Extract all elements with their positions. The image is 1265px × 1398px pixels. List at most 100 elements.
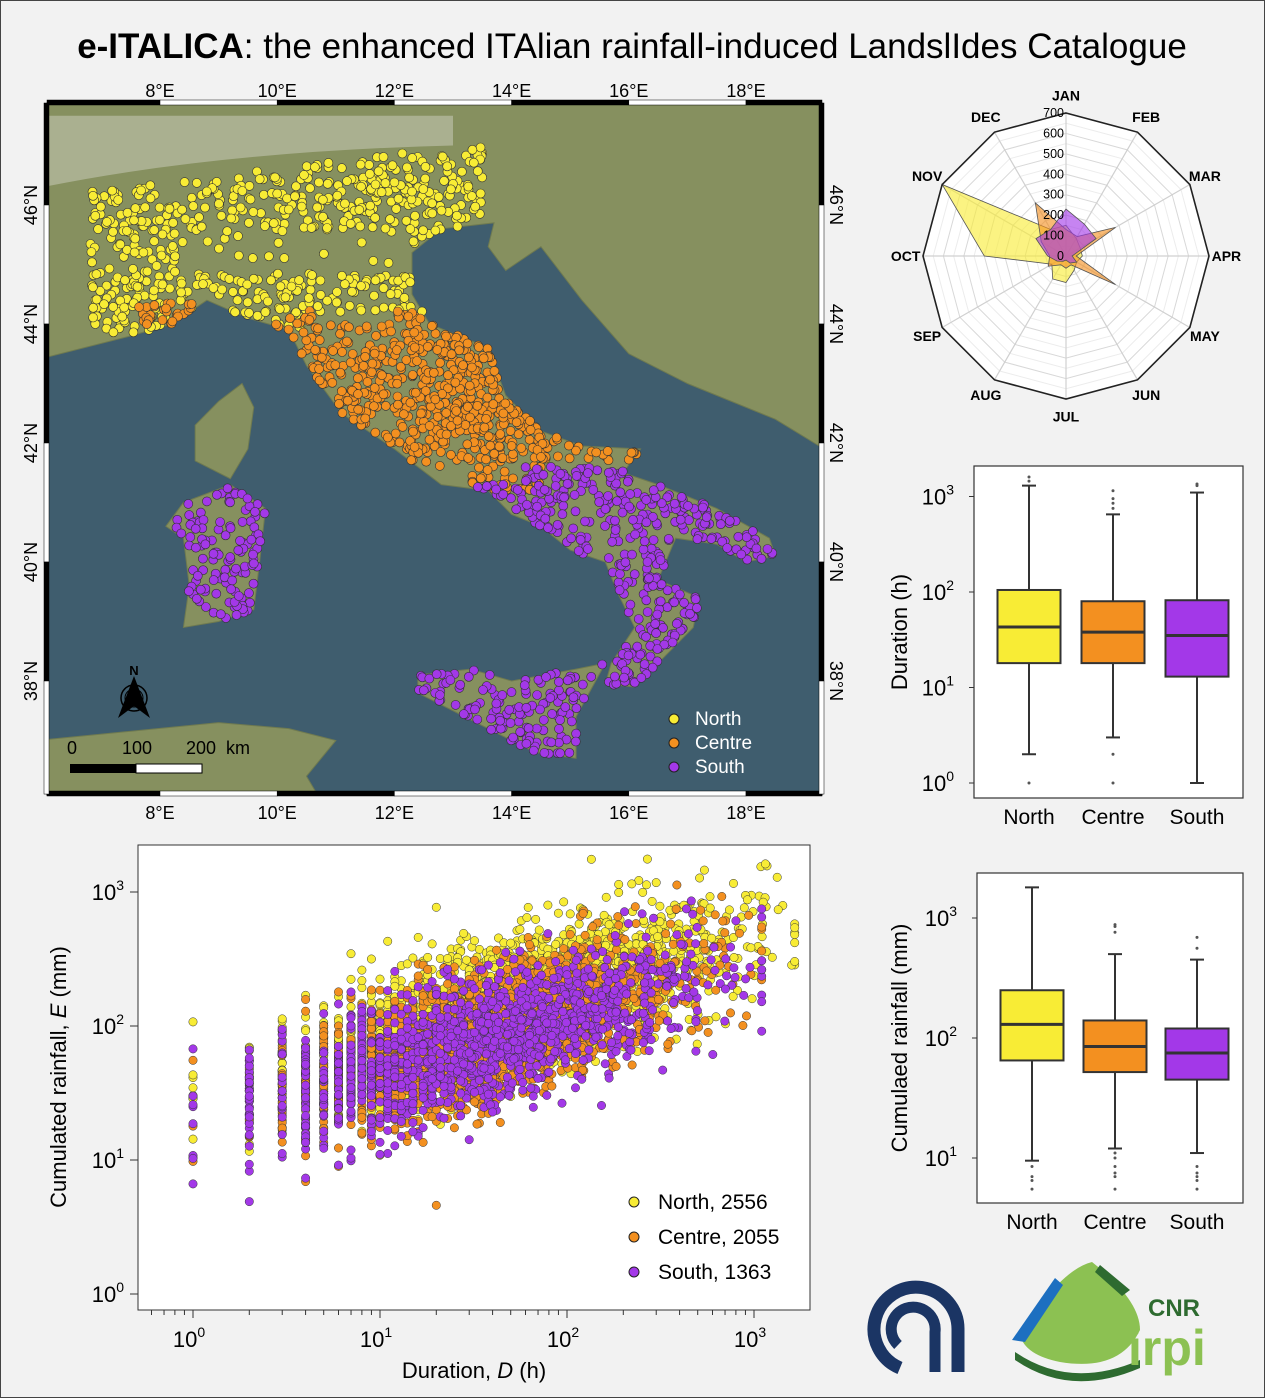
map-point-north bbox=[244, 308, 254, 318]
map-point-north bbox=[301, 161, 312, 172]
scatter-point bbox=[506, 938, 516, 948]
map-point-north bbox=[108, 302, 118, 312]
radar-month-label: NOV bbox=[912, 168, 943, 184]
map-point-centre bbox=[513, 429, 524, 440]
map-point-south bbox=[234, 591, 244, 601]
map-point-north bbox=[177, 204, 187, 215]
map-point-south bbox=[600, 504, 611, 514]
map-point-centre bbox=[450, 377, 461, 388]
map-point-north bbox=[179, 177, 190, 187]
map-point-centre bbox=[335, 328, 345, 339]
map-point-north bbox=[322, 295, 333, 306]
scatter-point bbox=[728, 992, 738, 1001]
map-point-centre bbox=[446, 449, 456, 460]
scatter-point bbox=[724, 905, 734, 915]
map-point-centre bbox=[443, 370, 453, 381]
scatter-point bbox=[638, 887, 648, 897]
map-point-north bbox=[224, 274, 235, 284]
map-point-centre bbox=[458, 360, 468, 371]
map-point-south bbox=[641, 631, 651, 642]
map-point-north bbox=[234, 250, 244, 261]
map-point-south bbox=[190, 523, 201, 534]
map-point-south bbox=[555, 748, 565, 759]
map-frame-segment bbox=[43, 680, 50, 795]
map-point-south bbox=[498, 489, 509, 500]
map-point-south bbox=[528, 745, 539, 756]
map-point-centre bbox=[497, 453, 508, 463]
map-point-south bbox=[610, 525, 621, 535]
map-point-north bbox=[164, 204, 175, 214]
map-point-north bbox=[187, 193, 197, 203]
scatter-point bbox=[522, 913, 532, 923]
outlier bbox=[1113, 1187, 1117, 1191]
scatter-point bbox=[651, 878, 661, 888]
map-point-centre bbox=[377, 370, 387, 381]
map-point-north bbox=[463, 181, 474, 192]
box-iqr bbox=[1164, 599, 1230, 678]
scatter-point bbox=[747, 994, 757, 1004]
map-point-south bbox=[532, 690, 542, 700]
map-point-centre bbox=[360, 413, 371, 424]
map-point-south bbox=[450, 700, 461, 710]
map-point-centre bbox=[602, 446, 613, 456]
map-point-north bbox=[286, 281, 297, 292]
map-point-north bbox=[217, 284, 227, 295]
map-point-south bbox=[698, 502, 708, 513]
map-point-centre bbox=[353, 404, 364, 415]
outlier bbox=[1195, 1178, 1199, 1182]
scatter-point bbox=[614, 888, 624, 897]
map-point-centre bbox=[336, 386, 347, 397]
map-point-south bbox=[571, 471, 582, 481]
tick-base: 10 bbox=[925, 1026, 949, 1051]
map-point-centre bbox=[451, 406, 462, 416]
tick-exponent: 2 bbox=[946, 577, 954, 593]
map-point-south bbox=[633, 614, 644, 624]
map-point-south bbox=[614, 585, 625, 595]
outlier bbox=[1113, 1164, 1117, 1168]
map-point-south bbox=[547, 709, 557, 719]
map-points bbox=[85, 142, 778, 759]
map-point-centre bbox=[473, 342, 484, 352]
map-point-centre bbox=[167, 316, 178, 327]
map-point-north bbox=[136, 185, 146, 196]
map-point-south bbox=[641, 495, 652, 505]
map-point-centre bbox=[142, 319, 152, 330]
scatter-point bbox=[423, 952, 433, 962]
outlier bbox=[1030, 1164, 1034, 1168]
map-point-north bbox=[418, 184, 429, 194]
scatter-point bbox=[699, 865, 709, 875]
map-point-south bbox=[624, 501, 634, 512]
map-point-centre bbox=[511, 417, 522, 428]
map-point-south bbox=[570, 506, 581, 517]
scatter-point bbox=[647, 896, 657, 906]
map-frame-segment bbox=[818, 680, 825, 795]
map-point-centre bbox=[342, 395, 353, 406]
map-point-south bbox=[648, 535, 659, 545]
scatter-point bbox=[565, 909, 575, 919]
lat-label-left: 44°N bbox=[21, 304, 41, 344]
map-point-north bbox=[385, 214, 395, 224]
map-point-north bbox=[88, 302, 98, 313]
scatter-point bbox=[346, 974, 356, 984]
scatter-point bbox=[357, 976, 367, 986]
scatter-point bbox=[574, 919, 584, 929]
x-category-label: South bbox=[1170, 1211, 1225, 1234]
map-point-south bbox=[655, 555, 666, 565]
map-point-south bbox=[227, 575, 237, 586]
map-point-south bbox=[675, 514, 686, 525]
map-point-north bbox=[157, 229, 168, 240]
map-point-centre bbox=[498, 408, 509, 419]
map-point-centre bbox=[292, 318, 303, 329]
map-point-south bbox=[231, 563, 241, 574]
map-point-south bbox=[215, 517, 225, 527]
map-point-north bbox=[254, 174, 265, 184]
map-point-centre bbox=[328, 346, 338, 356]
map-point-north bbox=[342, 176, 352, 186]
map-point-north bbox=[427, 198, 437, 209]
map-point-north bbox=[244, 218, 254, 228]
map-frame-segment bbox=[43, 561, 50, 682]
map-point-centre bbox=[395, 361, 406, 372]
map-frame-segment bbox=[818, 561, 825, 682]
tick-base: 10 bbox=[922, 771, 946, 796]
map-point-south bbox=[566, 533, 576, 544]
